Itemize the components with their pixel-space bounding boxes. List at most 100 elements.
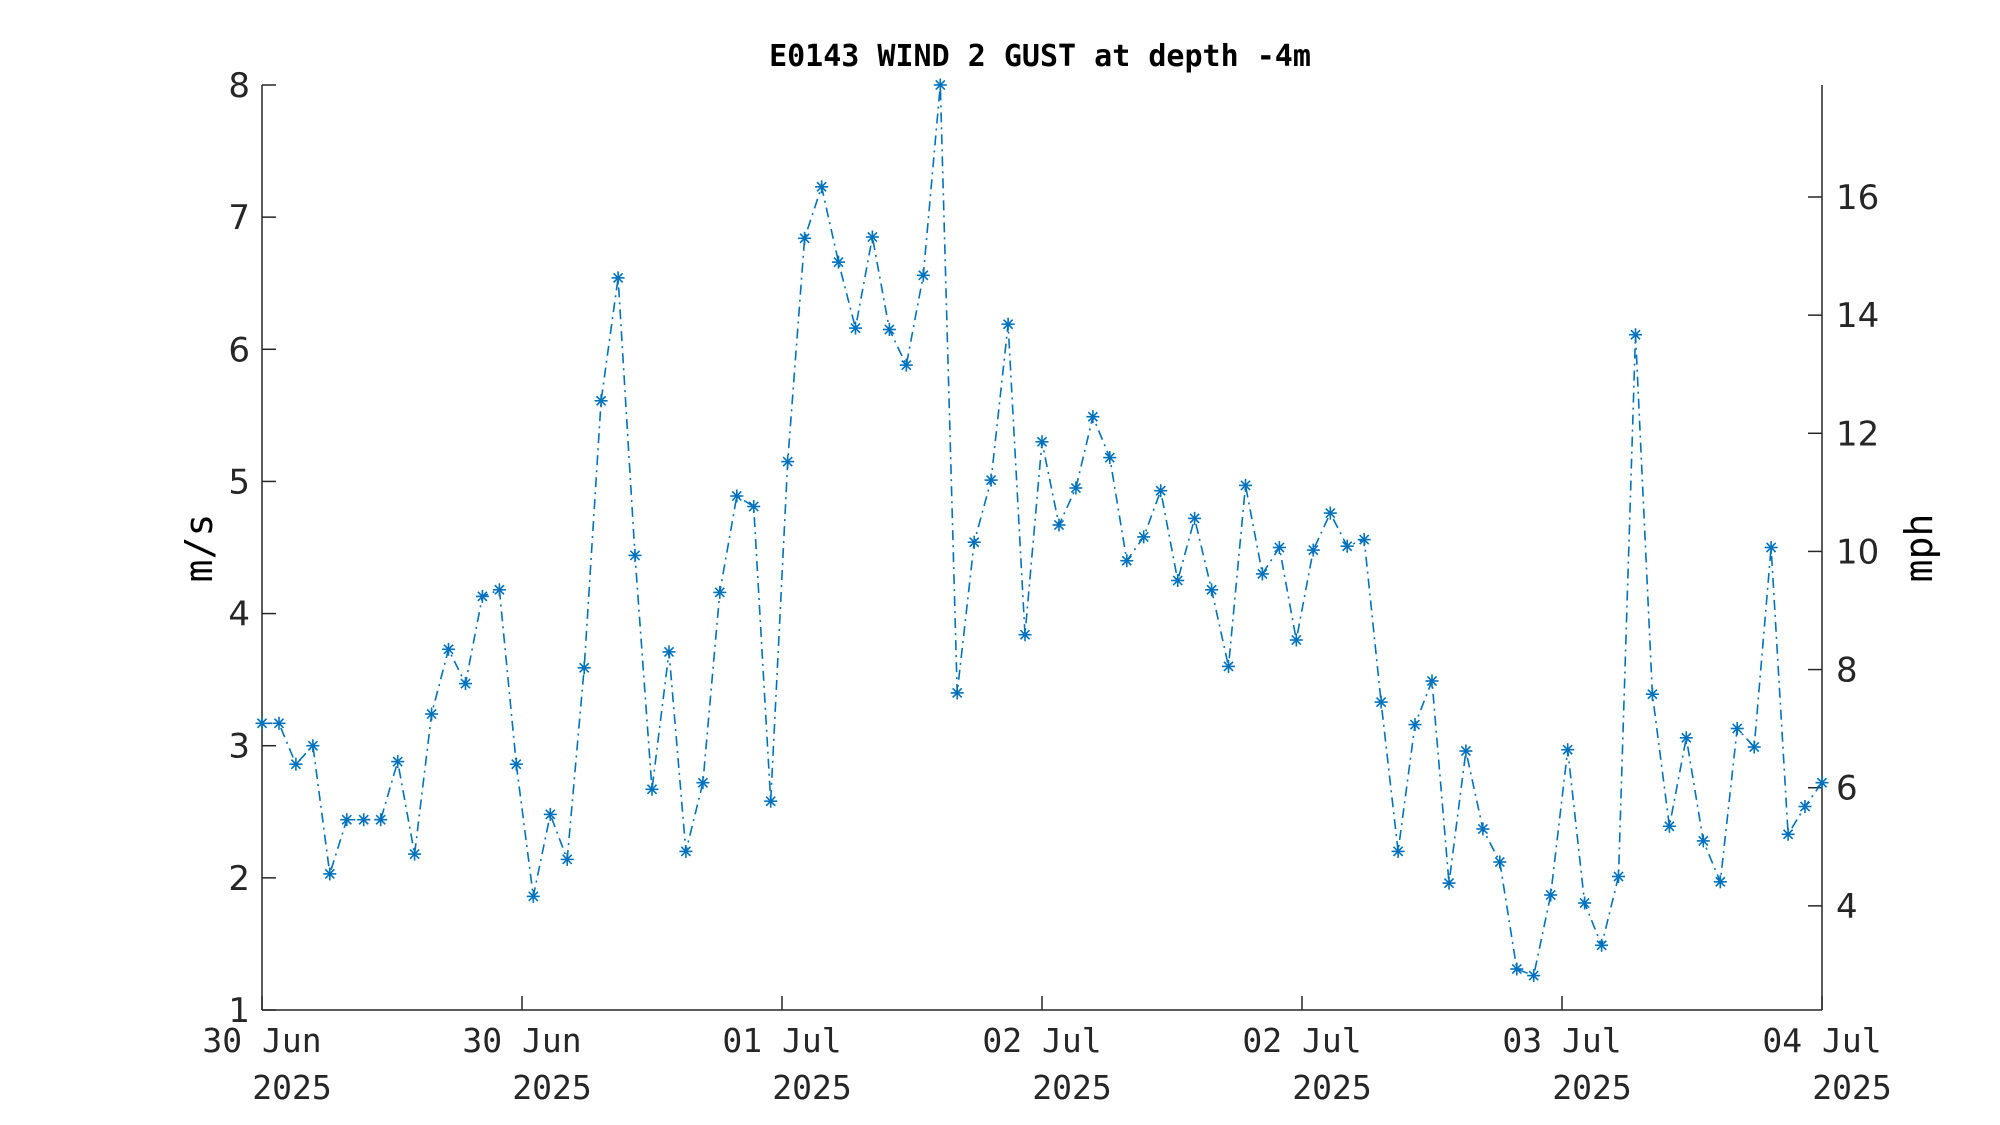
data-point-77 <box>1561 743 1575 757</box>
y-tick-label-left-4: 5 <box>228 462 250 502</box>
right-y-ticks: 4 6 8 10 12 14 16 <box>1808 178 1879 927</box>
data-point-5 <box>340 813 354 827</box>
y-tick-label-right-1: 6 <box>1836 769 1858 809</box>
data-point-80 <box>1612 870 1625 883</box>
data-point-43 <box>984 473 998 487</box>
data-point-13 <box>475 589 489 603</box>
y-tick-label-right-0: 4 <box>1836 887 1858 927</box>
y-tick-label-left-0: 1 <box>228 991 250 1031</box>
y-tick-label-right-3: 10 <box>1836 532 1879 572</box>
data-point-36 <box>865 230 879 244</box>
data-point-42 <box>967 535 981 549</box>
data-point-38 <box>899 358 913 372</box>
data-point-14 <box>492 583 506 597</box>
data-point-9 <box>408 847 422 861</box>
data-point-8 <box>391 755 405 769</box>
data-point-55 <box>1188 511 1202 525</box>
data-point-89 <box>1764 541 1778 554</box>
data-point-46 <box>1035 435 1049 449</box>
x-tick-label-2: 01 Jul <box>722 1021 841 1060</box>
data-point-22 <box>628 548 642 562</box>
data-point-87 <box>1730 722 1744 735</box>
data-point-57 <box>1222 659 1235 673</box>
data-point-84 <box>1679 731 1693 745</box>
plot-area <box>261 85 1823 1011</box>
data-point-72 <box>1476 822 1490 836</box>
y-tick-label-left-7: 8 <box>228 66 250 106</box>
data-point-45 <box>1018 628 1032 642</box>
data-point-28 <box>730 489 744 503</box>
x-tick-year-0: 2025 <box>252 1068 331 1107</box>
data-point-20 <box>594 394 608 408</box>
data-point-75 <box>1527 969 1541 983</box>
data-point-60 <box>1272 541 1286 554</box>
data-point-27 <box>713 585 727 599</box>
chart-title: E0143 WIND 2 GUST at depth -4m <box>769 39 1311 74</box>
data-point-29 <box>747 500 761 513</box>
data-point-69 <box>1425 674 1439 688</box>
data-point-6 <box>357 813 371 827</box>
data-point-7 <box>374 813 388 827</box>
data-point-71 <box>1459 744 1473 758</box>
x-tick-label-6: 04 Jul <box>1762 1021 1881 1060</box>
data-point-44 <box>1001 317 1015 331</box>
data-point-12 <box>459 677 472 691</box>
data-point-61 <box>1289 633 1303 647</box>
data-point-10 <box>425 707 439 721</box>
x-tick-label-3: 02 Jul <box>982 1021 1101 1060</box>
data-point-59 <box>1255 567 1269 581</box>
data-point-88 <box>1747 740 1761 754</box>
x-tick-label-1: 30 Jun <box>462 1021 581 1060</box>
data-point-47 <box>1052 518 1066 532</box>
data-point-16 <box>526 889 540 903</box>
left-y-ticks: 1 2 3 4 5 6 7 8 <box>228 66 276 1031</box>
data-point-56 <box>1205 583 1219 597</box>
data-point-2 <box>289 757 303 771</box>
y-tick-label-left-6: 7 <box>228 198 250 238</box>
x-tick-label-4: 02 Jul <box>1242 1021 1361 1060</box>
data-point-11 <box>442 642 455 656</box>
data-point-39 <box>916 268 930 282</box>
data-point-52 <box>1137 530 1151 544</box>
data-point-49 <box>1086 410 1100 424</box>
data-point-76 <box>1544 888 1558 902</box>
data-point-24 <box>662 645 676 659</box>
data-point-90 <box>1781 827 1795 841</box>
data-point-23 <box>645 782 659 796</box>
x-tick-year-4: 2025 <box>1292 1068 1371 1107</box>
data-point-32 <box>798 231 812 245</box>
data-point-85 <box>1696 834 1710 848</box>
data-point-26 <box>696 776 710 790</box>
data-point-65 <box>1357 533 1371 547</box>
data-point-4 <box>323 867 337 881</box>
data-point-82 <box>1645 687 1659 701</box>
y-tick-label-left-1: 2 <box>228 859 250 899</box>
data-point-51 <box>1120 554 1134 568</box>
x-tick-label-5: 03 Jul <box>1502 1021 1621 1060</box>
y-tick-label-right-2: 8 <box>1836 651 1858 691</box>
data-point-86 <box>1713 875 1727 889</box>
series-line <box>262 84 1823 977</box>
data-point-67 <box>1391 844 1405 858</box>
data-point-73 <box>1493 855 1507 869</box>
y-axis-label-left: m/s <box>177 514 221 583</box>
x-tick-year-5: 2025 <box>1552 1068 1631 1107</box>
data-point-74 <box>1510 962 1524 976</box>
x-tick-year-6: 2025 <box>1812 1068 1891 1107</box>
data-point-25 <box>679 844 693 858</box>
data-point-30 <box>764 794 778 808</box>
data-point-91 <box>1798 800 1812 813</box>
data-point-33 <box>815 180 829 194</box>
data-point-63 <box>1323 506 1337 520</box>
data-point-79 <box>1595 938 1609 952</box>
y-tick-label-right-4: 12 <box>1836 414 1879 454</box>
y-tick-label-left-2: 3 <box>228 727 250 767</box>
data-point-92 <box>1815 776 1829 790</box>
data-point-58 <box>1239 478 1252 492</box>
data-point-1 <box>272 716 286 730</box>
data-point-0 <box>255 716 269 730</box>
data-point-83 <box>1662 819 1676 833</box>
x-tick-year-1: 2025 <box>512 1068 591 1107</box>
data-point-78 <box>1578 896 1592 910</box>
